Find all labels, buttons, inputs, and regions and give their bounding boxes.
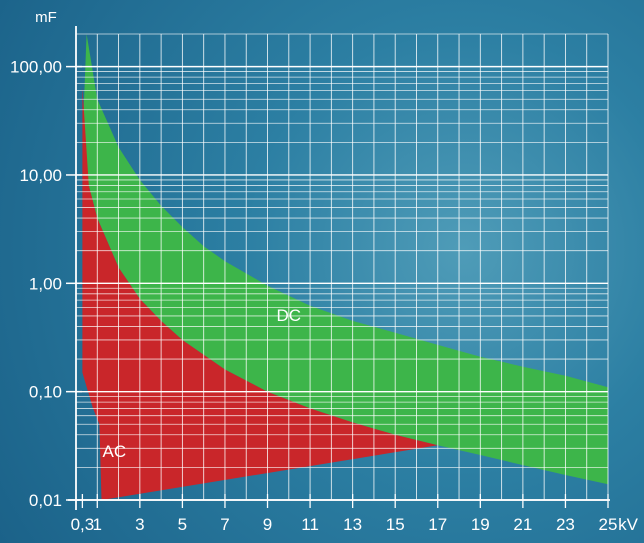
y-tick-label: 100,00	[10, 58, 62, 77]
dc-label: DC	[277, 306, 302, 325]
y-tick-label: 0,01	[29, 491, 62, 510]
x-tick-label: 17	[428, 515, 447, 534]
y-tick-label: 0,10	[29, 383, 62, 402]
x-tick-label: 3	[135, 515, 144, 534]
x-tick-label: 7	[220, 515, 229, 534]
x-tick-label: 11	[301, 515, 319, 534]
x-tick-label: 15	[386, 515, 405, 534]
x-tick-label: 19	[471, 515, 490, 534]
x-tick-label: 5	[178, 515, 187, 534]
x-tick-label: 23	[556, 515, 575, 534]
ac-label: AC	[102, 442, 126, 461]
x-tick-label: 1	[93, 515, 102, 534]
x-tick-label: 21	[513, 515, 532, 534]
x-axis-label: kV	[618, 515, 639, 534]
x-tick-label: 0,3	[71, 515, 95, 534]
y-tick-label: 1,00	[29, 274, 62, 293]
dc-region	[82, 34, 608, 485]
y-axis-label: mF	[35, 9, 57, 26]
x-tick-label: 9	[263, 515, 272, 534]
y-tick-label: 10,00	[19, 166, 62, 185]
x-tick-label: 13	[343, 515, 362, 534]
x-tick-label: 25	[599, 515, 618, 534]
